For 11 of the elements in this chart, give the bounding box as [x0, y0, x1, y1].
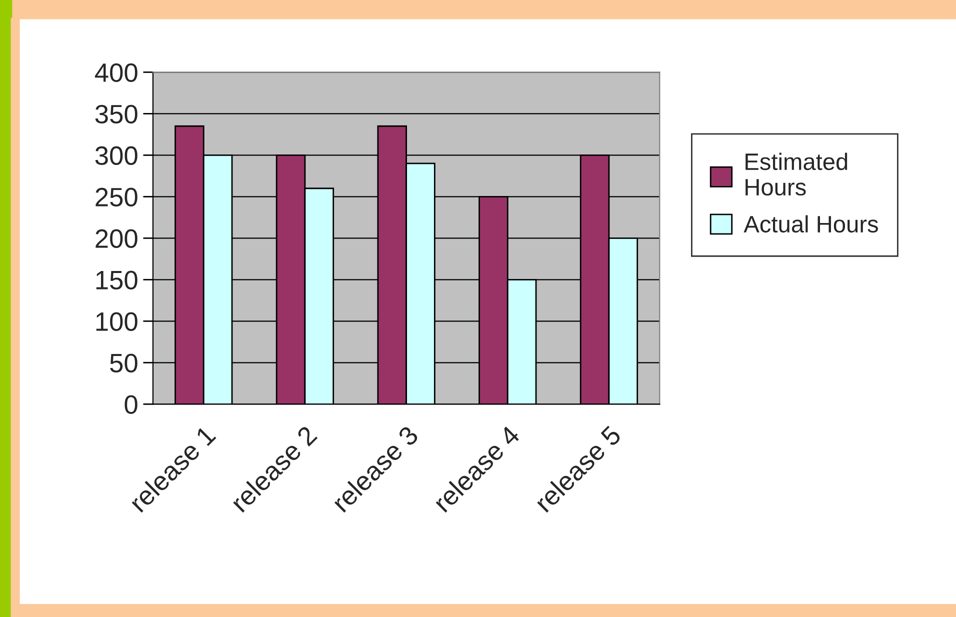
legend-label: Estimated Hours — [746, 152, 848, 196]
y-tick-label: 250 — [96, 188, 138, 206]
y-tick-label: 100 — [96, 312, 138, 331]
y-tick-label: 200 — [96, 229, 138, 248]
y-tick-label: 50 — [110, 354, 138, 372]
y-tick-label: 350 — [95, 104, 138, 124]
y-tick-label: 400 — [94, 63, 138, 82]
y-tick-label: 0 — [124, 395, 138, 414]
legend-label: Actual Hours — [744, 215, 878, 233]
y-tick-label: 300 — [95, 146, 138, 165]
y-tick-label: 150 — [96, 270, 138, 290]
